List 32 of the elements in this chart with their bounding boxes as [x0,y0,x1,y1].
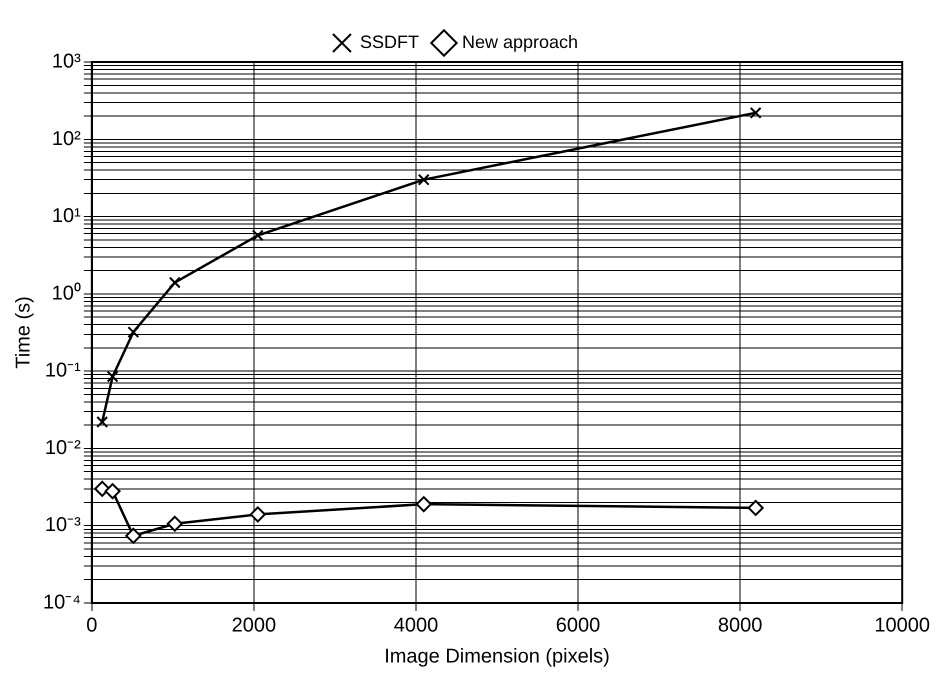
point [250,506,266,522]
legend-label: New approach [462,32,578,52]
x-tick-label: 8000 [718,614,762,637]
point [416,496,432,512]
y-tick-label: 10⁻² [44,436,82,459]
y-tick-label: 10⁻¹ [44,360,82,382]
point [750,106,762,119]
y-tick-label: 10⁰ [52,281,81,304]
point [106,370,119,383]
y-tick-label: 10⁻³ [44,514,82,536]
point [125,528,142,544]
x-tick-label: 2000 [232,614,276,637]
point [168,276,181,289]
y-tick-label: 10² [52,128,82,150]
point [418,174,430,186]
point [104,483,121,500]
y-axis-title: Time (s) [12,296,35,369]
y-tick-label: 10¹ [52,205,82,228]
point [166,516,183,532]
x-tick-label: 0 [86,614,98,637]
x-tick-label: 10000 [874,614,930,637]
y-tick-label: 10³ [52,50,82,73]
point [252,229,264,242]
x-tick-label: 6000 [556,614,600,637]
y-tick-label: 10⁻⁴ [42,592,81,614]
point [94,480,110,497]
point [748,500,764,516]
x-axis-title: Image Dimension (pixels) [384,646,610,668]
point [96,416,108,428]
x-tick-label: 4000 [394,614,438,637]
legend-label: SSDFT [360,32,419,52]
point [127,326,140,338]
